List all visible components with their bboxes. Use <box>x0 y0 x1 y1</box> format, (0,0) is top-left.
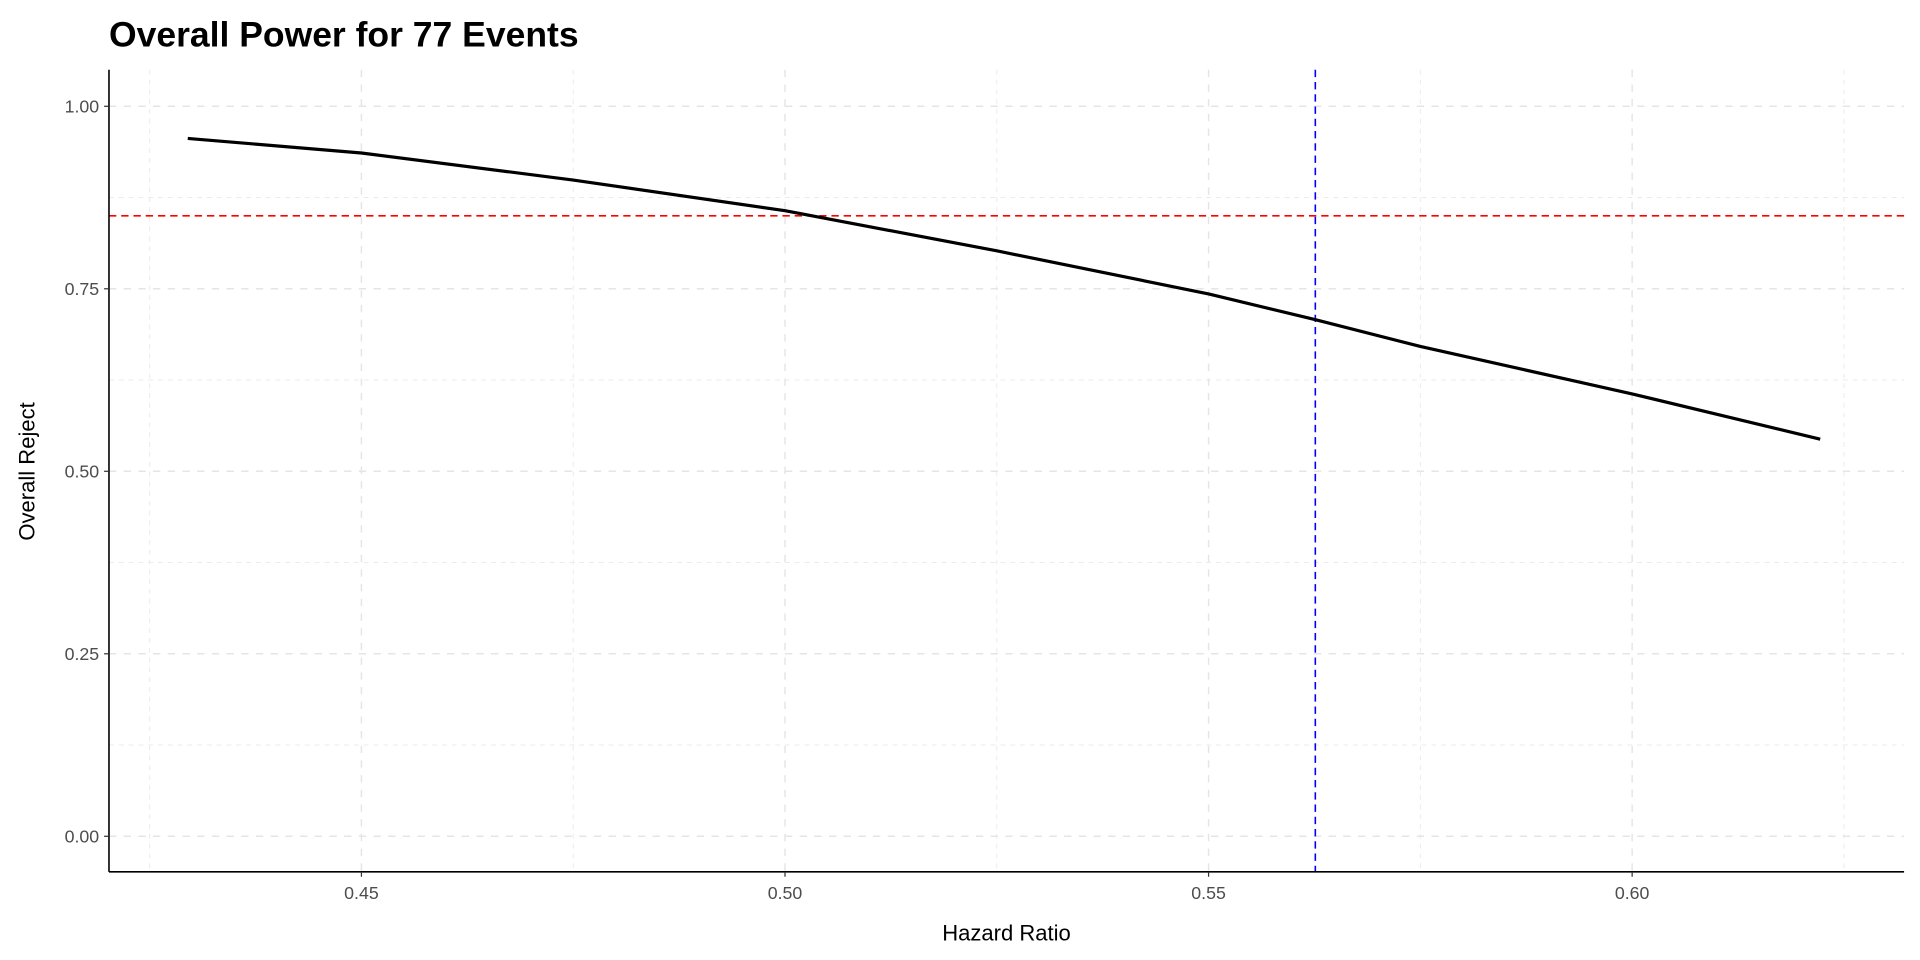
x-tick-label: 0.55 <box>1191 883 1226 903</box>
chart-title: Overall Power for 77 Events <box>109 15 579 55</box>
power-curve <box>187 136 1821 441</box>
series-layer <box>187 136 1821 441</box>
y-tick-label: 0.50 <box>65 461 100 481</box>
y-tick-label: 0.00 <box>65 826 100 846</box>
y-tick-label: 0.75 <box>65 279 100 299</box>
x-ticks: 0.45 0.50 0.55 0.60 <box>344 871 1650 903</box>
x-tick-label: 0.50 <box>768 883 803 903</box>
y-tick-label: 1.00 <box>65 96 100 116</box>
x-tick-label: 0.60 <box>1615 883 1650 903</box>
y-tick-label: 0.25 <box>65 644 100 664</box>
grid <box>108 69 1905 872</box>
x-axis-label: Hazard Ratio <box>942 920 1071 945</box>
reference-lines <box>108 69 1905 872</box>
y-axis-label: Overall Reject <box>14 402 39 540</box>
y-ticks: 0.00 0.25 0.50 0.75 1.00 <box>65 96 109 846</box>
x-tick-label: 0.45 <box>344 883 379 903</box>
